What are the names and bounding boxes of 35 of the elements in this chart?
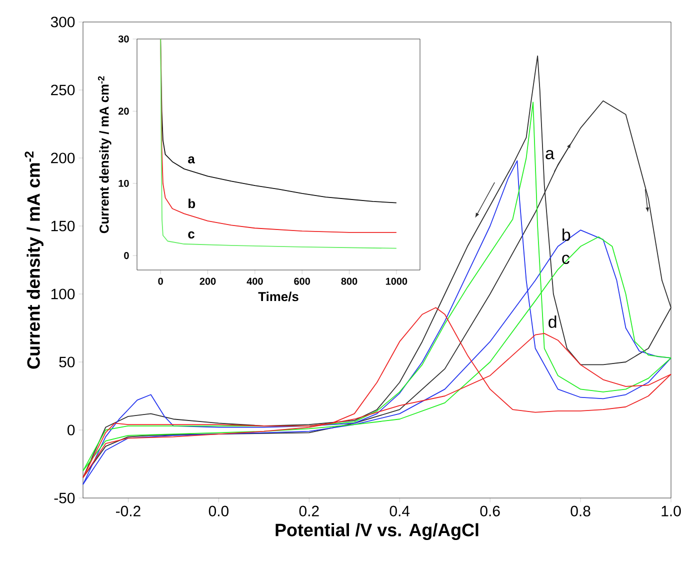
x-tick-label: 0.6	[480, 506, 500, 516]
x-axis-title: Potential /V vs. Ag/AgCl	[276, 523, 478, 540]
x-tick-label: 200	[200, 278, 216, 285]
y-tick-label: 150	[51, 220, 75, 232]
annotation: b	[188, 198, 196, 208]
y-tick-label: 10	[118, 180, 129, 187]
y-tick-label: 300	[50, 16, 75, 28]
annotation: b	[562, 228, 570, 241]
y-tick-label: 100	[51, 288, 75, 300]
annotation: a	[188, 156, 195, 164]
x-tick-label: 1.0	[662, 506, 681, 516]
y-tick-label: 0	[67, 424, 75, 436]
x-axis-title: Time/s	[258, 292, 298, 302]
y-tick-label: 50	[59, 356, 75, 368]
y-tick-label: 0	[124, 252, 129, 260]
y-tick-label: 200	[51, 152, 75, 164]
annotation: d	[548, 315, 556, 328]
annotation: c	[188, 231, 195, 238]
x-tick-label: 400	[246, 278, 263, 285]
x-tick-label: 0.8	[570, 506, 590, 516]
y-tick-label: 30	[118, 35, 129, 43]
x-tick-label: 0	[158, 278, 163, 285]
x-tick-label: 1000	[386, 278, 408, 285]
x-tick-label: 0.4	[390, 506, 410, 516]
y-tick-label: -50	[54, 492, 75, 504]
annotation: a	[546, 150, 554, 160]
x-tick-label: 0.0	[208, 506, 228, 516]
y-axis-title: Current density / mA cm$^{-2}$	[24, 152, 44, 369]
y-axis-title: Current density / mA cm$^{-2}$	[98, 76, 112, 234]
x-tick-label: 800	[341, 278, 358, 285]
x-tick-label: 600	[294, 278, 310, 285]
y-tick-label: 250	[51, 84, 75, 96]
x-tick-label: 0.2	[299, 506, 319, 516]
x-tick-label: -0.2	[116, 506, 140, 516]
y-tick-label: 20	[118, 108, 129, 115]
